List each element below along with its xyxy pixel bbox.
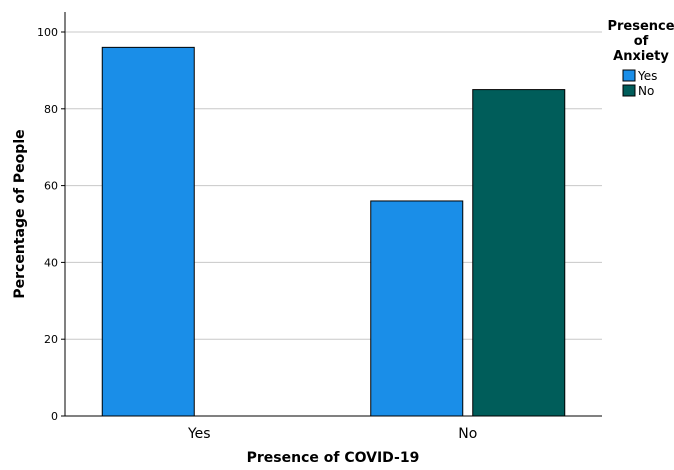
legend-swatch — [622, 84, 636, 97]
y-tick-labels: 0 20 40 60 80 100 — [37, 26, 65, 423]
y-tick-label: 60 — [44, 180, 58, 193]
bar-no-yes — [370, 200, 464, 417]
legend-label: Yes — [637, 69, 657, 83]
bar-no-no — [472, 89, 566, 417]
legend-title-line-3: Anxiety — [613, 49, 669, 64]
y-tick-label: 40 — [44, 256, 58, 269]
y-tick-label: 20 — [44, 333, 58, 346]
y-tick-label: 100 — [37, 26, 58, 39]
bar-yes-yes — [101, 46, 195, 417]
legend-swatch — [622, 69, 636, 82]
y-axis-title: Percentage of People — [12, 129, 28, 298]
x-tick-label: No — [458, 426, 477, 442]
x-tick-label: Yes — [187, 426, 211, 442]
x-tick-labels: Yes No — [187, 426, 477, 442]
axes — [64, 12, 602, 417]
legend-title-line-2: of — [634, 34, 649, 49]
legend-label: No — [638, 84, 654, 98]
y-tick-label: 80 — [44, 103, 58, 116]
bars — [101, 46, 566, 417]
x-axis-title: Presence of COVID-19 — [247, 450, 420, 466]
y-tick-label: 0 — [51, 410, 58, 423]
legend-title-line-1: Presence — [607, 19, 674, 34]
